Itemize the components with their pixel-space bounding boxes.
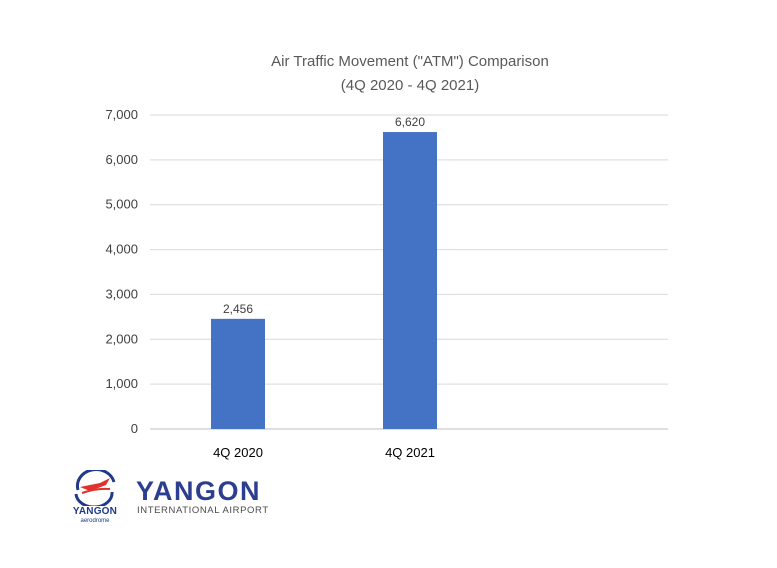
- chart-subtitle: (4Q 2020 - 4Q 2021): [340, 77, 480, 94]
- x-category-label: 4Q 2021: [385, 445, 435, 460]
- y-tick-label: 3,000: [105, 286, 138, 301]
- yangon-airport-logo: YANGON aerodrome YANGON INTERNATIONAL AI…: [70, 470, 280, 532]
- chart-title-block: Air Traffic Movement ("ATM") Comparison …: [150, 50, 670, 98]
- bar: [211, 318, 265, 429]
- chart-title: Air Traffic Movement ("ATM") Comparison: [271, 53, 549, 70]
- y-tick-label: 1,000: [105, 376, 138, 391]
- logo-main-text: YANGON: [136, 476, 262, 506]
- logo-emblem-sub: aerodrome: [80, 518, 110, 524]
- x-category-label: 4Q 2020: [213, 445, 263, 460]
- airport-emblem-icon: [74, 470, 116, 506]
- y-tick-label: 0: [131, 421, 138, 436]
- y-tick-label: 7,000: [105, 107, 138, 122]
- y-tick-label: 4,000: [105, 242, 138, 257]
- bar: [383, 132, 437, 429]
- y-tick-label: 5,000: [105, 197, 138, 212]
- logo-sub-text: INTERNATIONAL AIRPORT: [137, 505, 269, 516]
- logo-emblem-word: YANGON: [72, 506, 118, 517]
- y-tick-label: 6,000: [105, 152, 138, 167]
- data-label: 6,620: [395, 115, 425, 129]
- data-label: 2,456: [223, 302, 253, 316]
- y-tick-label: 2,000: [105, 331, 138, 346]
